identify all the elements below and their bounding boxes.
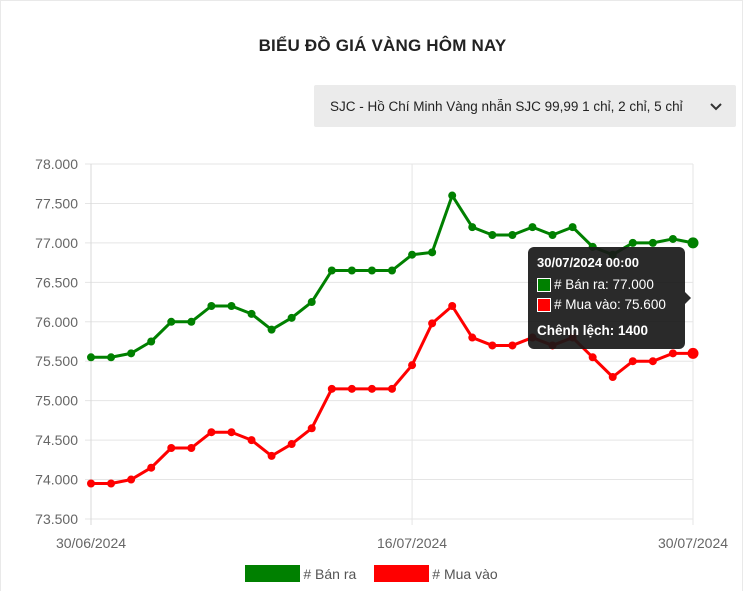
- y-tick-label: 77.000: [35, 235, 78, 251]
- data-point-ban-ra: [87, 353, 95, 362]
- data-point-ban-ra: [528, 223, 537, 232]
- legend-swatch-ban-ra: [245, 565, 301, 582]
- data-point-ban-ra: [428, 248, 437, 257]
- legend-label-ban-ra: # Bán ra: [303, 565, 357, 582]
- legend-swatch-mua-vao: [374, 565, 430, 582]
- tooltip-swatch-mua-vao: [537, 297, 551, 312]
- y-tick-label: 74.500: [35, 432, 78, 448]
- data-point-ban-ra: [568, 223, 577, 232]
- x-tick-label: 30/07/2024: [658, 535, 728, 551]
- data-point-ban-ra: [548, 231, 557, 239]
- data-point-mua-vao: [608, 373, 617, 381]
- data-point-mua-vao: [347, 384, 356, 393]
- data-point-mua-vao: [127, 475, 136, 484]
- data-point-ban-ra: [247, 309, 256, 318]
- data-point-mua-vao: [367, 384, 376, 393]
- data-point-ban-ra: [127, 349, 136, 358]
- data-point-mua-vao: [408, 361, 417, 370]
- tooltip-ban-ra-text: # Bán ra: 77.000: [554, 277, 654, 292]
- data-point-ban-ra: [207, 302, 216, 310]
- tooltip-difference: Chênh lệch: 1400: [537, 323, 649, 338]
- data-point-ban-ra: [327, 266, 336, 275]
- data-point-ban-ra: [267, 325, 276, 334]
- tooltip-title: 30/07/2024 00:00: [537, 255, 639, 270]
- data-point-mua-vao: [87, 479, 95, 488]
- y-axis-ticks: 73.500 74.000 74.500 75.000 75.500 76.000 76.5…: [35, 156, 78, 527]
- data-point-ban-ra: [307, 298, 316, 307]
- y-tick-label: 76.000: [35, 314, 78, 330]
- legend-item-mua-vao[interactable]: # Mua vào: [374, 565, 498, 582]
- data-point-ban-ra: [488, 231, 497, 239]
- data-point-ban-ra: [687, 237, 699, 249]
- data-point-ban-ra: [668, 234, 677, 243]
- chart-tooltip: 30/07/2024 00:00 # Bán ra: 77.000 # Mua …: [528, 247, 691, 349]
- data-point-mua-vao: [668, 349, 677, 358]
- tooltip-row-ban-ra: # Bán ra: 77.000: [537, 277, 676, 292]
- data-point-mua-vao: [648, 357, 657, 366]
- data-point-ban-ra: [287, 313, 296, 322]
- tooltip-mua-vao-text: # Mua vào: 75.600: [554, 297, 666, 312]
- data-point-mua-vao: [287, 440, 296, 449]
- data-point-mua-vao: [187, 444, 196, 452]
- y-tick-label: 73.500: [35, 511, 78, 527]
- y-tick-label: 76.500: [35, 274, 78, 290]
- data-point-ban-ra: [167, 317, 176, 326]
- data-point-ban-ra: [408, 250, 417, 259]
- data-point-mua-vao: [468, 333, 477, 342]
- data-point-ban-ra: [648, 238, 657, 247]
- data-point-mua-vao: [588, 353, 597, 362]
- data-point-mua-vao: [508, 341, 517, 350]
- page-title: BIỂU ĐỒ GIÁ VÀNG HÔM NAY: [258, 36, 507, 55]
- tooltip-swatch-ban-ra: [537, 277, 551, 292]
- data-point-ban-ra: [147, 337, 156, 346]
- data-point-mua-vao: [327, 384, 336, 393]
- data-point-ban-ra: [508, 231, 517, 239]
- data-point-mua-vao: [428, 319, 437, 328]
- y-tick-label: 77.500: [35, 195, 78, 211]
- y-tick-label: 75.500: [35, 353, 78, 369]
- product-select-value: SJC - Hồ Chí Minh Vàng nhẫn SJC 99,99 1 …: [330, 98, 683, 114]
- data-point-ban-ra: [227, 302, 236, 310]
- y-tick-label: 78.000: [35, 156, 78, 172]
- x-axis-ticks: 30/06/2024 16/07/2024 30/07/2024: [56, 535, 728, 551]
- data-point-ban-ra: [367, 266, 376, 275]
- data-point-ban-ra: [347, 266, 356, 275]
- legend-label-mua-vao: # Mua vào: [432, 565, 498, 582]
- y-tick-label: 75.000: [35, 393, 78, 409]
- legend-item-ban-ra[interactable]: # Bán ra: [245, 565, 356, 582]
- data-point-mua-vao: [147, 463, 156, 472]
- data-point-ban-ra: [187, 317, 196, 326]
- data-point-ban-ra: [388, 266, 396, 275]
- data-point-mua-vao: [628, 357, 637, 366]
- data-point-mua-vao: [267, 451, 276, 460]
- product-select[interactable]: SJC - Hồ Chí Minh Vàng nhẫn SJC 99,99 1 …: [314, 85, 736, 127]
- data-point-mua-vao: [227, 428, 236, 437]
- data-point-mua-vao: [307, 424, 316, 433]
- data-point-mua-vao: [388, 384, 396, 393]
- data-point-ban-ra: [628, 238, 637, 247]
- data-point-mua-vao: [488, 341, 497, 350]
- data-point-mua-vao: [247, 436, 256, 445]
- chart-legend: # Bán ra # Mua vào: [0, 565, 743, 582]
- x-tick-label: 16/07/2024: [377, 535, 447, 551]
- tooltip-row-mua-vao: # Mua vào: 75.600: [537, 297, 676, 312]
- data-point-mua-vao: [687, 347, 699, 359]
- data-point-ban-ra: [107, 353, 116, 362]
- data-point-ban-ra: [448, 191, 457, 200]
- data-point-mua-vao: [167, 444, 176, 452]
- y-tick-label: 74.000: [35, 472, 78, 488]
- data-point-mua-vao: [448, 302, 457, 310]
- chevron-down-icon: [710, 103, 722, 111]
- x-tick-label: 30/06/2024: [56, 535, 126, 551]
- data-point-ban-ra: [468, 223, 477, 232]
- data-point-mua-vao: [107, 479, 116, 488]
- data-point-mua-vao: [207, 428, 216, 437]
